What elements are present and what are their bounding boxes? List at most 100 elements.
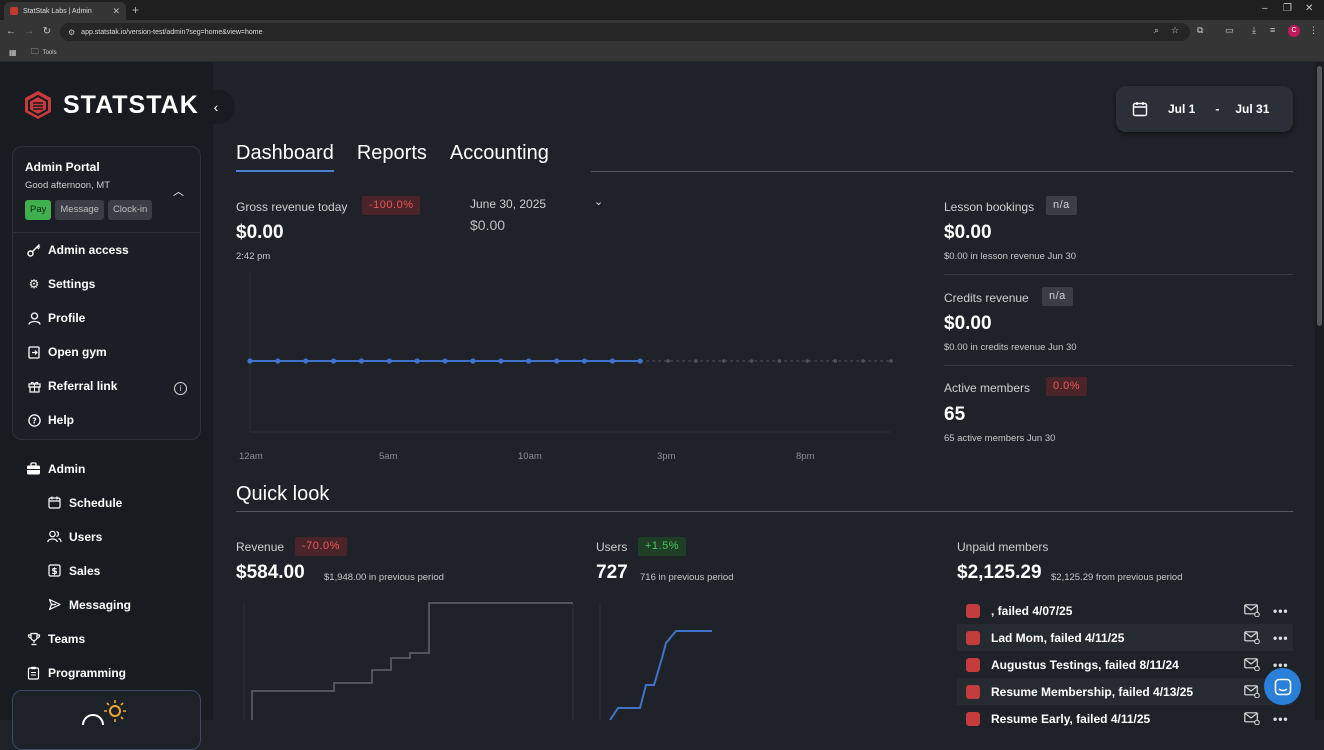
chevron-up-icon[interactable]: ︿: [173, 186, 184, 198]
data-point[interactable]: [666, 359, 670, 363]
collapse-sidebar-button[interactable]: ‹: [197, 90, 235, 124]
bookmark-tools[interactable]: Tools: [42, 49, 57, 56]
tab-reports[interactable]: Reports: [356, 142, 427, 164]
info-icon[interactable]: i: [174, 382, 187, 395]
menu-open-gym[interactable]: Open gym: [27, 345, 107, 359]
mail-reminder-icon[interactable]: [1244, 658, 1260, 671]
more-options-icon[interactable]: •••: [1273, 630, 1289, 645]
data-point[interactable]: [526, 358, 532, 364]
minimize-icon[interactable]: –: [1262, 3, 1268, 14]
message-button[interactable]: Message: [55, 200, 104, 220]
help-icon: ?: [27, 413, 41, 427]
compare-date[interactable]: June 30, 2025: [470, 197, 547, 211]
mail-reminder-icon[interactable]: [1244, 712, 1260, 725]
browser-menu-icon[interactable]: ⋮: [1309, 25, 1318, 35]
date-range-picker[interactable]: Jul 1 - Jul 31: [1116, 86, 1293, 132]
restore-icon[interactable]: ❐: [1283, 3, 1292, 14]
nav-schedule[interactable]: Schedule: [47, 495, 122, 510]
url-bar[interactable]: ⚙ app.statstak.io/version-test/admin?seg…: [60, 23, 1190, 41]
bookmark-star-icon[interactable]: ☆: [1171, 25, 1180, 35]
menu-profile[interactable]: Profile: [27, 311, 85, 325]
nav-label: Messaging: [69, 597, 132, 612]
nav-admin[interactable]: Admin: [26, 461, 85, 476]
browser-tab[interactable]: StatStak Labs | Admin ✕: [4, 2, 126, 20]
nav-users[interactable]: Users: [47, 529, 102, 544]
profile-avatar[interactable]: C: [1288, 25, 1300, 37]
nav-sales[interactable]: $ Sales: [47, 563, 100, 578]
data-point[interactable]: [889, 359, 893, 363]
extensions-icon[interactable]: ⧉: [1197, 25, 1204, 35]
mail-reminder-icon[interactable]: [1244, 604, 1260, 617]
apps-grid-icon[interactable]: ▦: [9, 48, 17, 57]
data-point[interactable]: [553, 358, 560, 364]
data-point[interactable]: [498, 358, 504, 364]
kpi-separator: [944, 274, 1293, 275]
data-point[interactable]: [581, 358, 588, 364]
data-point[interactable]: [303, 358, 309, 364]
promo-card[interactable]: [12, 690, 201, 750]
data-point[interactable]: [609, 358, 615, 364]
data-point[interactable]: [331, 358, 337, 364]
data-point[interactable]: [861, 359, 865, 363]
unpaid-member-row[interactable]: , failed 4/07/25 •••: [957, 597, 1293, 624]
data-point[interactable]: [442, 358, 448, 364]
data-point[interactable]: [833, 359, 838, 363]
close-tab-icon[interactable]: ✕: [112, 5, 120, 16]
data-point[interactable]: [247, 358, 253, 364]
new-tab-icon[interactable]: +: [132, 3, 140, 17]
unpaid-member-row[interactable]: Resume Early, failed 4/11/25 •••: [957, 705, 1293, 732]
kpi-value: $0.00: [944, 313, 992, 334]
failed-status-icon: [966, 657, 980, 672]
chat-launcher-button[interactable]: [1264, 668, 1301, 705]
nav-messaging[interactable]: Messaging: [47, 597, 131, 612]
site-info-icon[interactable]: ⚙: [68, 27, 76, 37]
data-point[interactable]: [721, 359, 726, 363]
data-point[interactable]: [470, 358, 476, 364]
revenue-trend-chart: [243, 602, 574, 720]
brand-name: STATSTAK: [63, 90, 199, 119]
gross-revenue-value: $0.00: [236, 222, 284, 243]
brand-logo[interactable]: STATSTAK: [23, 90, 199, 120]
reload-icon[interactable]: ↻: [42, 26, 52, 37]
download-icon[interactable]: ⤓: [1252, 25, 1256, 35]
forward-icon[interactable]: →: [24, 26, 34, 37]
data-point[interactable]: [805, 359, 810, 363]
menu-referral-link[interactable]: Referral link: [27, 379, 203, 393]
menu-admin-access[interactable]: Admin access: [27, 243, 129, 257]
page-scrollbar[interactable]: [1315, 62, 1324, 720]
mail-reminder-icon[interactable]: [1244, 631, 1260, 644]
cast-icon[interactable]: ▭: [1225, 25, 1234, 35]
chevron-down-icon[interactable]: ⌄: [594, 196, 604, 208]
unpaid-member-row[interactable]: Augustus Testings, failed 8/11/24 •••: [957, 651, 1293, 678]
calendar-icon: [1132, 102, 1148, 117]
tab-dashboard[interactable]: Dashboard: [236, 142, 334, 172]
scrollbar-thumb[interactable]: [1317, 66, 1322, 326]
data-point[interactable]: [358, 358, 365, 364]
unpaid-member-row[interactable]: Resume Membership, failed 4/13/25•••: [957, 678, 1293, 705]
data-point[interactable]: [694, 359, 698, 363]
more-options-icon[interactable]: •••: [1273, 603, 1289, 618]
zoom-icon[interactable]: ⌕: [1154, 25, 1160, 35]
tab-accounting[interactable]: Accounting: [449, 142, 549, 164]
pay-button[interactable]: Pay: [25, 200, 52, 220]
tab-title: StatStak Labs | Admin: [23, 7, 92, 15]
data-point[interactable]: [637, 358, 643, 364]
data-point[interactable]: [275, 358, 281, 364]
data-point[interactable]: [749, 359, 754, 363]
menu-help[interactable]: ? Help: [27, 413, 74, 427]
menu-settings[interactable]: ⚙ Settings: [27, 277, 96, 291]
back-icon[interactable]: ←: [6, 26, 16, 37]
close-window-icon[interactable]: ✕: [1305, 3, 1314, 14]
data-point[interactable]: [777, 359, 782, 363]
mail-reminder-icon[interactable]: [1244, 685, 1260, 698]
more-options-icon[interactable]: •••: [1273, 711, 1289, 726]
nav-teams[interactable]: Teams: [26, 631, 85, 646]
data-point[interactable]: [386, 358, 392, 364]
nav-programming[interactable]: Programming: [26, 665, 126, 680]
media-icon[interactable]: ≡: [1270, 25, 1276, 35]
sidebar: STATSTAK Admin Portal Good afternoon, MT…: [0, 62, 213, 750]
unpaid-member-row[interactable]: Lad Mom, failed 4/11/25 •••: [957, 624, 1293, 651]
nav-label: Sales: [69, 563, 101, 578]
clock-in-button[interactable]: Clock-in: [107, 200, 153, 220]
data-point[interactable]: [414, 358, 420, 364]
